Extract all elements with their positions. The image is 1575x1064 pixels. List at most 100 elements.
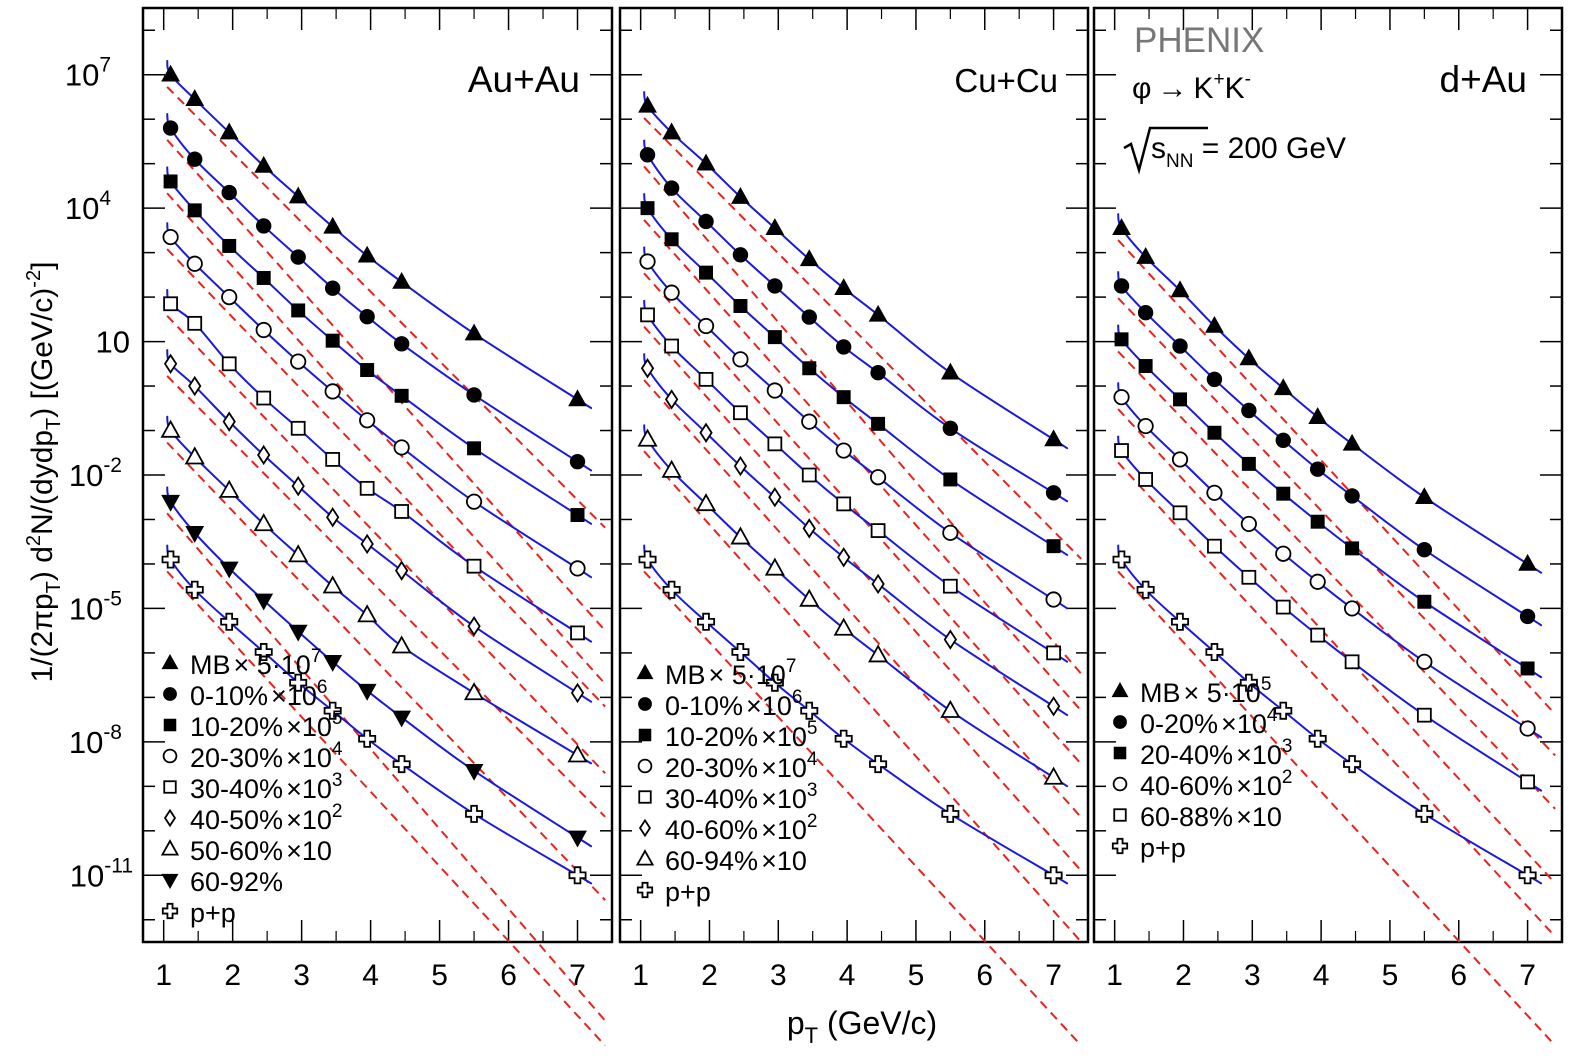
data-point — [1206, 484, 1223, 501]
legend-entry: 20-40% ×103 — [1140, 736, 1292, 770]
data-point — [1170, 280, 1190, 298]
legend-entry: 20-30% ×104 — [190, 739, 343, 773]
data-point — [360, 533, 374, 555]
y-axis-label-sub-a: T — [43, 581, 65, 593]
data-point — [291, 303, 306, 318]
y-tick-label: 107 — [65, 54, 111, 93]
legend-entry: 40-60% ×102 — [665, 811, 817, 845]
data-point — [359, 308, 375, 325]
energy-label: sNN = 200 GeV — [1151, 132, 1346, 172]
x-tick-label: 1 — [155, 959, 172, 992]
data-point — [836, 496, 852, 512]
data-point — [942, 578, 958, 594]
legend-entry: 0-10% ×106 — [665, 687, 802, 721]
data-point — [1206, 371, 1223, 388]
data-point — [357, 604, 378, 623]
data-point — [326, 507, 340, 528]
data-point — [1414, 487, 1434, 505]
data-point — [290, 420, 306, 436]
data-point — [220, 612, 239, 631]
data-point — [254, 593, 274, 611]
data-point — [570, 508, 585, 523]
data-point — [465, 493, 483, 510]
data-point — [1113, 389, 1130, 406]
data-point — [731, 643, 750, 662]
data-point — [1344, 654, 1360, 670]
y-tick-labels: 107 104 10 10-2 10-5 10-8 10-11 — [65, 54, 133, 894]
legend-marker — [636, 881, 654, 899]
data-point — [699, 422, 713, 443]
legend-marker — [1111, 837, 1129, 855]
data-point — [1044, 429, 1063, 447]
data-point — [1239, 673, 1258, 692]
data-point — [163, 174, 178, 189]
data-point — [699, 265, 714, 280]
data-point — [219, 561, 239, 579]
y-axis-label-part-c: N/(dydp — [26, 430, 59, 535]
dashed-fit-line — [166, 315, 606, 774]
data-point — [764, 557, 785, 576]
legend-marker — [638, 697, 652, 711]
data-point — [1240, 515, 1257, 533]
energy-rest: = 200 GeV — [1193, 132, 1346, 165]
data-point — [254, 643, 273, 662]
data-point — [664, 232, 679, 247]
data-point — [1137, 417, 1154, 435]
data-point — [732, 247, 749, 263]
data-point — [187, 203, 202, 218]
decay-channel-label: φ → K+K- — [1132, 69, 1251, 105]
data-point — [1173, 392, 1188, 407]
x-tick-label: 2 — [224, 959, 241, 992]
data-point — [1343, 600, 1361, 617]
data-point — [697, 612, 716, 631]
dashed-fit-line — [643, 117, 1082, 560]
y-axis-label-part-b: ) d — [26, 546, 59, 581]
data-point — [801, 467, 817, 483]
data-point — [765, 673, 784, 692]
x-tick-label: 5 — [1382, 959, 1399, 992]
x-tick-label: 1 — [632, 959, 649, 992]
data-point — [360, 363, 375, 378]
data-point — [801, 309, 817, 325]
data-point — [868, 304, 888, 322]
x-axis-label: pT (GeV/c) — [787, 1005, 937, 1048]
x-tick-label: 2 — [701, 959, 718, 992]
legend-entry: 0-10% ×106 — [190, 677, 327, 711]
data-point — [222, 411, 236, 432]
data-point — [868, 644, 889, 663]
decay-k2-sup: - — [1245, 69, 1251, 90]
data-point — [870, 365, 886, 381]
legend-marker — [1111, 681, 1129, 698]
dashed-fit-line — [166, 512, 606, 1022]
y-tick-label: 10-2 — [69, 454, 122, 493]
legend-entry: 40-60% ×102 — [1140, 767, 1292, 801]
data-point — [802, 518, 816, 539]
data-point — [1112, 218, 1131, 235]
data-point — [291, 475, 305, 497]
data-point — [1518, 866, 1537, 885]
data-point — [1046, 696, 1061, 717]
data-point — [257, 444, 271, 466]
legend-entry: 0-20% ×104 — [1140, 705, 1278, 739]
x-axis-label-main: p — [787, 1005, 805, 1041]
data-point — [323, 216, 343, 234]
data-point — [1345, 541, 1360, 556]
data-point — [1171, 612, 1190, 631]
data-point — [570, 625, 585, 641]
data-point — [1309, 573, 1326, 590]
x-tick-label: 6 — [976, 959, 993, 992]
y-axis-label-sup-b: 2 — [23, 535, 45, 546]
data-point — [1044, 866, 1063, 885]
data-point — [1416, 707, 1432, 723]
dashed-fit-line — [166, 375, 606, 818]
x-tick-label: 7 — [569, 959, 586, 992]
data-point — [638, 95, 657, 113]
data-point — [391, 635, 412, 654]
data-point — [940, 699, 961, 718]
data-point — [1310, 627, 1326, 643]
panel-label: Au+Au — [468, 59, 580, 100]
data-point — [357, 683, 377, 701]
x-tick-label: 5 — [908, 959, 925, 992]
